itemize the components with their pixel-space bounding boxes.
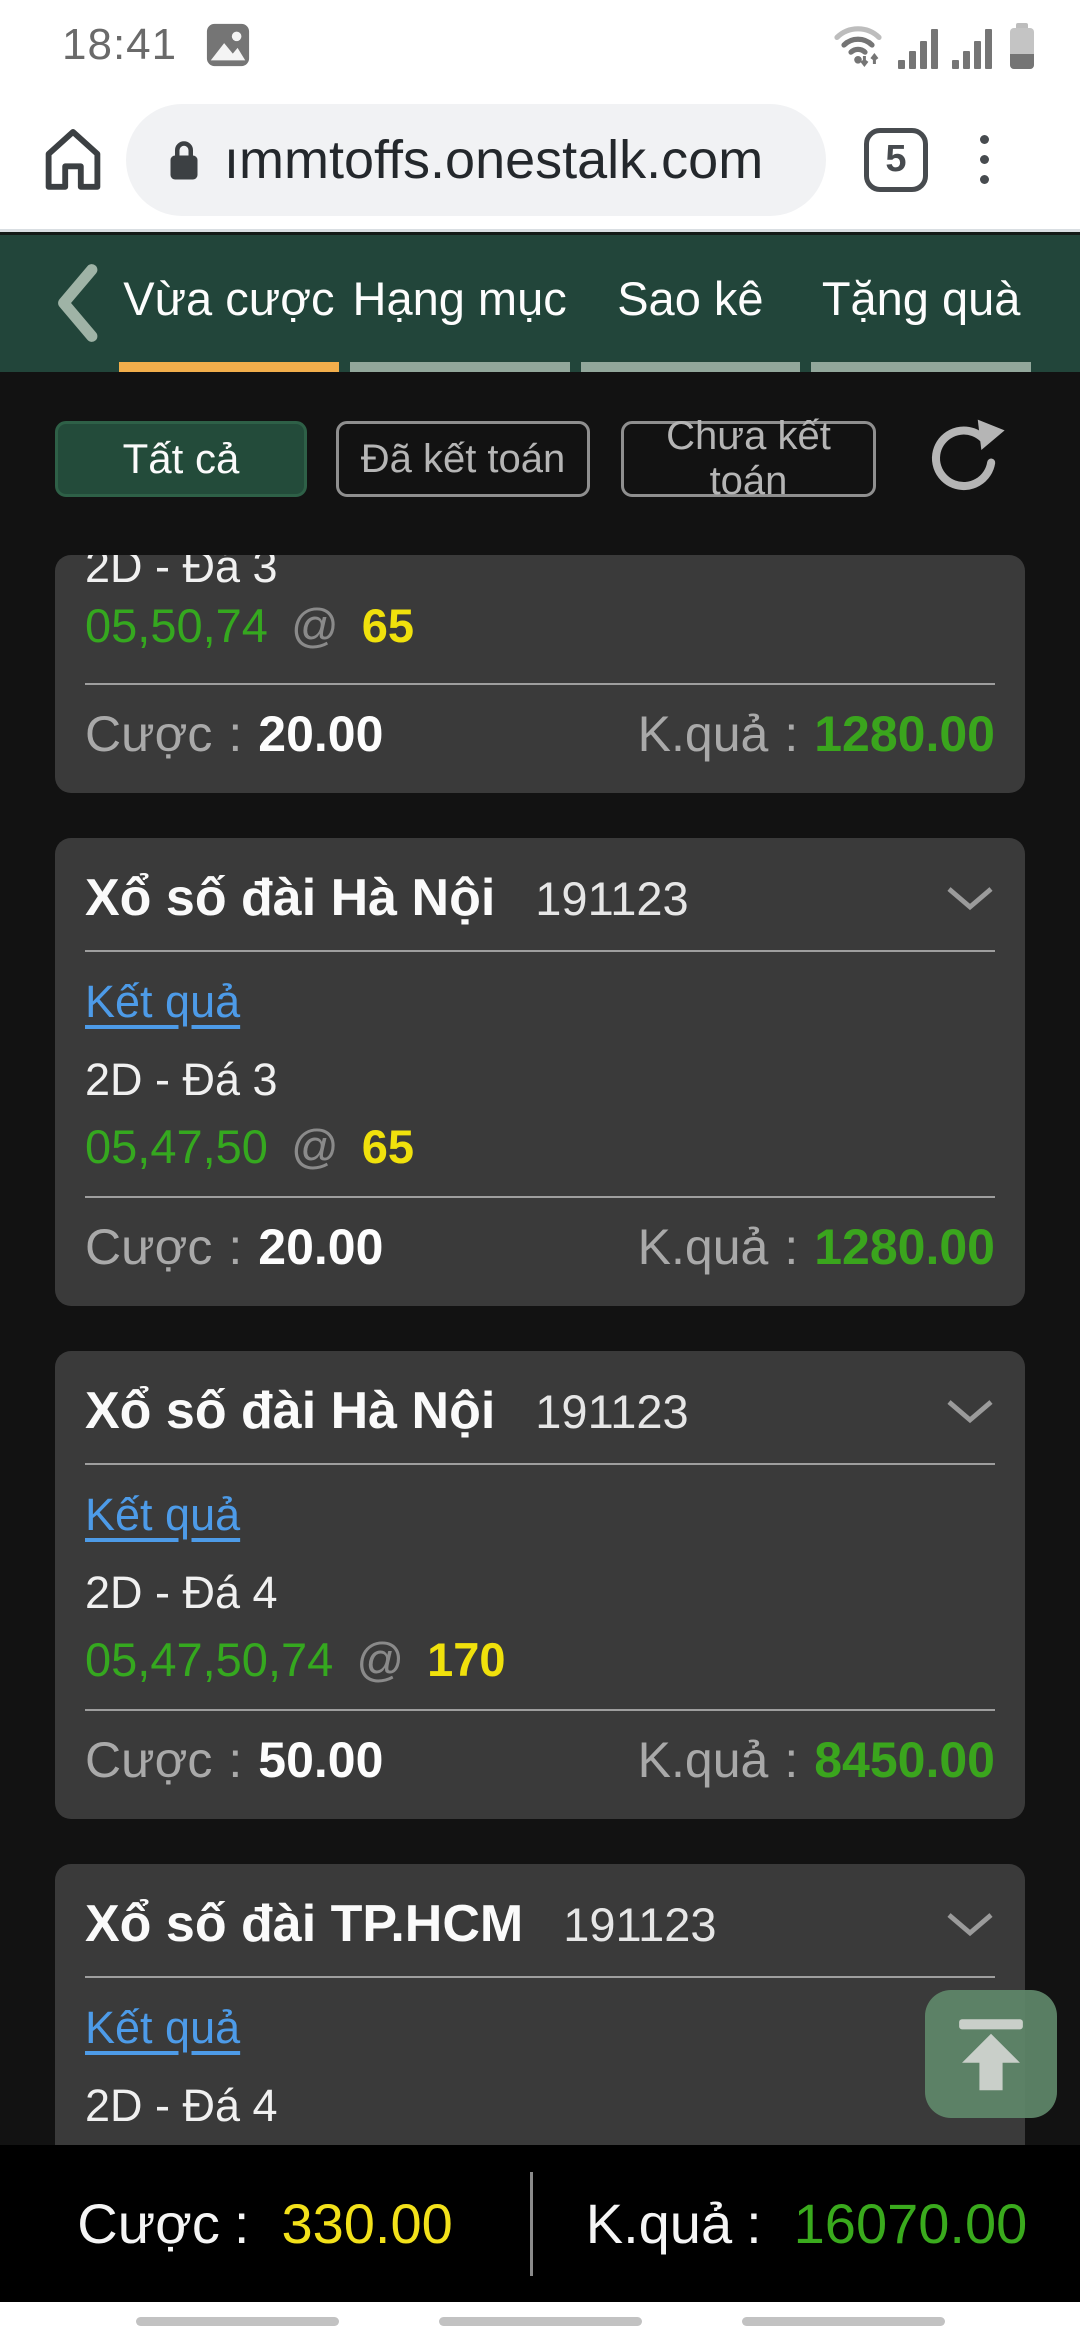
numbers-value: 05,47,50: [85, 1120, 268, 1173]
wifi-icon: [834, 26, 882, 68]
lottery-title: Xổ số đài Hà Nội: [85, 869, 496, 927]
filter-row: Tất cả Đã kết toán Chưa kết toán: [55, 414, 1025, 503]
chevron-down-icon[interactable]: [945, 1398, 995, 1424]
card-footer: Cược : 20.00 K.quả : 1280.00: [85, 683, 995, 793]
stake-label: Cược: [85, 1732, 213, 1788]
bet-history-content: Tất cả Đã kết toán Chưa kết toán 2D - Đá…: [0, 372, 1080, 2340]
chevron-down-icon[interactable]: [945, 1911, 995, 1937]
back-chevron-icon[interactable]: [40, 257, 118, 349]
browser-toolbar: ımmtoffs.onestalk.com 5: [0, 90, 1080, 232]
stake-value: 20.00: [258, 706, 384, 762]
at-separator: @: [291, 1120, 339, 1173]
tab-sao-ke[interactable]: Sao kê: [617, 272, 764, 325]
filter-settled-button[interactable]: Đã kết toán: [336, 421, 590, 497]
payout-label: K.quả: [637, 1219, 769, 1275]
payout-value: 1280.00: [814, 1219, 995, 1275]
tab-underlines: [119, 362, 1031, 372]
arrow-up-to-top-icon: [959, 2019, 1023, 2091]
result-link[interactable]: Kết quả: [85, 976, 241, 1027]
active-tab-underline: [119, 362, 339, 372]
refresh-icon: [931, 419, 1005, 491]
home-icon[interactable]: [34, 121, 112, 199]
tab-count: 5: [885, 138, 907, 180]
bet-type-clipped: 2D - Đá 3: [85, 555, 278, 587]
bet-numbers: 05,47,50 @ 65: [85, 1118, 995, 1176]
total-stake: Cược : 330.00: [77, 2192, 453, 2255]
lock-icon: [170, 140, 198, 179]
refresh-button[interactable]: [924, 416, 1010, 502]
battery-icon: [1010, 23, 1034, 69]
stake-value: 50.00: [258, 1732, 384, 1788]
summary-divider: [530, 2171, 533, 2276]
filter-all-button[interactable]: Tất cả: [55, 421, 307, 497]
signal-bars-icon-sim1: [898, 27, 938, 69]
stake-value: 20.00: [258, 1219, 384, 1275]
url-text: ımmtoffs.onestalk.com: [224, 129, 764, 190]
card-header[interactable]: Xổ số đài Hà Nội 191123: [85, 1351, 995, 1463]
status-bar: 18:41: [0, 0, 1080, 90]
bet-card: Xổ số đài Hà Nội 191123 Kết quả 2D - Đá …: [55, 1351, 1025, 1819]
filter-unsettled-button[interactable]: Chưa kết toán: [621, 414, 876, 503]
draw-number: 191123: [535, 871, 689, 925]
tab-hang-muc[interactable]: Hạng mục: [352, 272, 567, 325]
at-separator: @: [356, 1633, 405, 1686]
odds-value: 65: [361, 599, 415, 652]
tab-switcher-button[interactable]: 5: [864, 127, 928, 192]
payout-value: 8450.00: [814, 1732, 995, 1788]
result-link[interactable]: Kết quả: [85, 1489, 241, 1540]
stake-label: Cược: [85, 706, 213, 762]
numbers-value: 05,50,74: [85, 599, 268, 652]
nav-back-hint[interactable]: [741, 2316, 945, 2326]
payout-label: K.quả: [637, 706, 769, 762]
draw-number: 191123: [563, 1897, 717, 1951]
payout-value: 1280.00: [814, 706, 995, 762]
status-icons: [832, 21, 1034, 69]
tabs-row: Vừa cược Hạng mục Sao kê Tặng quà: [119, 235, 1031, 362]
clock: 18:41: [62, 20, 178, 69]
numbers-value: 05,47,50,74: [85, 1633, 334, 1686]
gallery-notification-icon: [207, 23, 250, 67]
card-footer: Cược : 20.00 K.quả : 1280.00: [85, 1196, 995, 1306]
card-body: Kết quả 2D - Đá 4 05,47,50,74 @ 170: [85, 1465, 995, 1709]
odds-value: 65: [361, 1120, 415, 1173]
nav-recents-hint[interactable]: [135, 2316, 339, 2326]
bet-type: 2D - Đá 4: [85, 2080, 278, 2131]
bet-card-list: 2D - Đá 3 05,50,74 @ 65 Cược : 20.00 K.q…: [0, 555, 1080, 2282]
url-bar[interactable]: ımmtoffs.onestalk.com: [126, 103, 826, 216]
total-result-label: K.quả: [585, 2192, 733, 2255]
tab-vua-cuoc[interactable]: Vừa cược: [123, 272, 335, 325]
total-result: K.quả : 16070.00: [585, 2192, 1028, 2255]
bet-numbers: 05,47,50,74 @ 170: [85, 1631, 995, 1689]
total-stake-value: 330.00: [281, 2192, 453, 2255]
android-nav-hint-bar: [0, 2302, 1080, 2340]
bet-type: 2D - Đá 4: [85, 1567, 278, 1618]
scroll-to-top-button[interactable]: [925, 1990, 1057, 2118]
nav-home-hint[interactable]: [438, 2316, 642, 2326]
bet-type: 2D - Đá 3: [85, 1054, 278, 1105]
bet-numbers: 05,50,74 @ 65: [85, 597, 995, 655]
lottery-title: Xổ số đài Hà Nội: [85, 1382, 496, 1440]
browser-menu-icon[interactable]: [974, 129, 995, 190]
card-body: Kết quả 2D - Đá 3 05,47,50 @ 65: [85, 952, 995, 1196]
result-link[interactable]: Kết quả: [85, 2002, 241, 2053]
card-header[interactable]: Xổ số đài TP.HCM 191123: [85, 1864, 995, 1976]
app-tab-bar: Vừa cược Hạng mục Sao kê Tặng quà: [0, 232, 1080, 372]
total-stake-label: Cược: [77, 2192, 220, 2255]
odds-value: 170: [427, 1633, 506, 1686]
at-separator: @: [291, 599, 339, 652]
card-footer: Cược : 50.00 K.quả : 8450.00: [85, 1709, 995, 1819]
bet-card: Xổ số đài Hà Nội 191123 Kết quả 2D - Đá …: [55, 838, 1025, 1306]
payout-label: K.quả: [637, 1732, 769, 1788]
total-result-value: 16070.00: [793, 2192, 1028, 2255]
tab-tang-qua[interactable]: Tặng quà: [821, 272, 1021, 325]
signal-bars-icon-sim2: [952, 27, 992, 69]
card-header[interactable]: Xổ số đài Hà Nội 191123: [85, 838, 995, 950]
draw-number: 191123: [535, 1384, 689, 1438]
chevron-down-icon[interactable]: [945, 885, 995, 911]
lottery-title: Xổ số đài TP.HCM: [85, 1895, 524, 1953]
totals-bar: Cược : 330.00 K.quả : 16070.00: [0, 2145, 1080, 2302]
stake-label: Cược: [85, 1219, 213, 1275]
bet-card: 2D - Đá 3 05,50,74 @ 65 Cược : 20.00 K.q…: [55, 555, 1025, 793]
